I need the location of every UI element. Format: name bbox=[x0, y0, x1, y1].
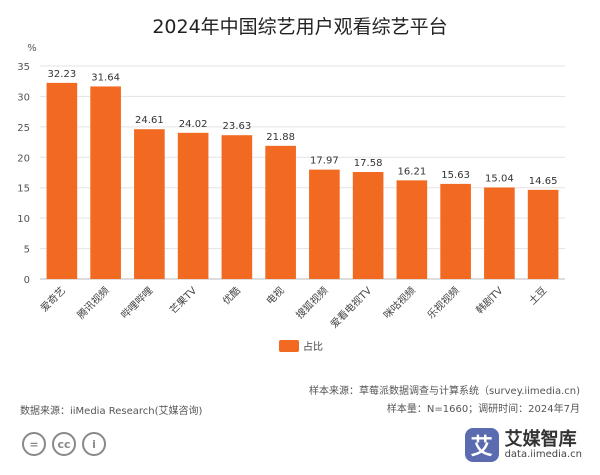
y-tick-label: 30 bbox=[17, 92, 30, 103]
data-label: 14.65 bbox=[529, 176, 558, 187]
brand-name: 艾媒智库 bbox=[504, 428, 577, 450]
by-license-icon: i bbox=[82, 432, 106, 456]
data-label: 31.64 bbox=[91, 72, 120, 83]
data-label: 15.63 bbox=[441, 170, 470, 181]
bar bbox=[440, 183, 471, 279]
y-tick-label: 35 bbox=[17, 62, 30, 73]
x-tick-label: 乐视视频 bbox=[424, 284, 461, 321]
x-tick-label: 爱奇艺 bbox=[38, 284, 68, 314]
x-tick-label: 土豆 bbox=[526, 284, 549, 307]
y-tick-label: 5 bbox=[24, 245, 30, 256]
bar bbox=[221, 135, 253, 279]
bar bbox=[309, 169, 340, 279]
brand-url: data.iimedia.cn bbox=[504, 449, 582, 461]
data-label: 16.21 bbox=[398, 166, 427, 177]
chart-title: 2024年中国综艺用户观看综艺平台 bbox=[152, 16, 448, 38]
data-label: 17.58 bbox=[354, 158, 383, 169]
x-tick-label: 韩剧TV bbox=[473, 284, 506, 317]
bar bbox=[484, 187, 515, 279]
legend-label: 占比 bbox=[303, 340, 323, 353]
data-label: 32.23 bbox=[48, 69, 77, 80]
x-tick-label: 芒果TV bbox=[167, 284, 200, 317]
data-label: 21.88 bbox=[266, 132, 295, 143]
y-tick-label: 20 bbox=[17, 153, 30, 164]
bar bbox=[134, 129, 165, 279]
x-tick-label: 咪咕视频 bbox=[381, 284, 418, 321]
license-badges: = cc i bbox=[22, 432, 106, 456]
x-tick-label: 优酷 bbox=[220, 284, 243, 307]
legend-swatch bbox=[279, 340, 299, 352]
y-tick-label: 15 bbox=[17, 184, 30, 195]
bar bbox=[177, 132, 209, 279]
data-label: 24.61 bbox=[135, 115, 164, 126]
bar bbox=[527, 189, 559, 279]
bar bbox=[90, 86, 121, 279]
x-tick-label: 腾讯视频 bbox=[74, 284, 111, 321]
y-tick-label: 10 bbox=[17, 214, 30, 225]
bar bbox=[46, 82, 78, 280]
x-tick-label: 搜狐视频 bbox=[293, 284, 330, 321]
y-tick-label: 0 bbox=[24, 275, 30, 286]
nd-license-icon: = bbox=[22, 432, 46, 456]
brand-logo: 艾 艾媒智库 data.iimedia.cn bbox=[464, 428, 582, 462]
sample-info-text: 样本量：N=1660；调研时间：2024年7月 bbox=[386, 404, 580, 415]
sample-source-text: 样本来源：草莓派数据调查与计算系统（survey.iimedia.cn) bbox=[308, 386, 580, 397]
x-tick-label: 爱看电视TV bbox=[328, 284, 375, 331]
data-source-text: 数据来源：iiMedia Research(艾媒咨询) bbox=[20, 406, 203, 417]
cc-license-icon: cc bbox=[52, 432, 76, 456]
x-tick-label: 电视 bbox=[263, 284, 286, 307]
data-label: 23.63 bbox=[223, 121, 252, 132]
data-label: 15.04 bbox=[485, 173, 514, 184]
bar bbox=[352, 172, 384, 279]
brand-mark-icon: 艾 bbox=[464, 428, 499, 462]
bar bbox=[265, 145, 296, 279]
y-axis-unit: % bbox=[27, 43, 37, 54]
data-label: 17.97 bbox=[310, 156, 339, 167]
x-tick-label: 哔哩哔哩 bbox=[118, 284, 155, 321]
data-label: 24.02 bbox=[179, 119, 208, 130]
y-tick-label: 25 bbox=[17, 123, 30, 134]
bar bbox=[396, 180, 428, 279]
